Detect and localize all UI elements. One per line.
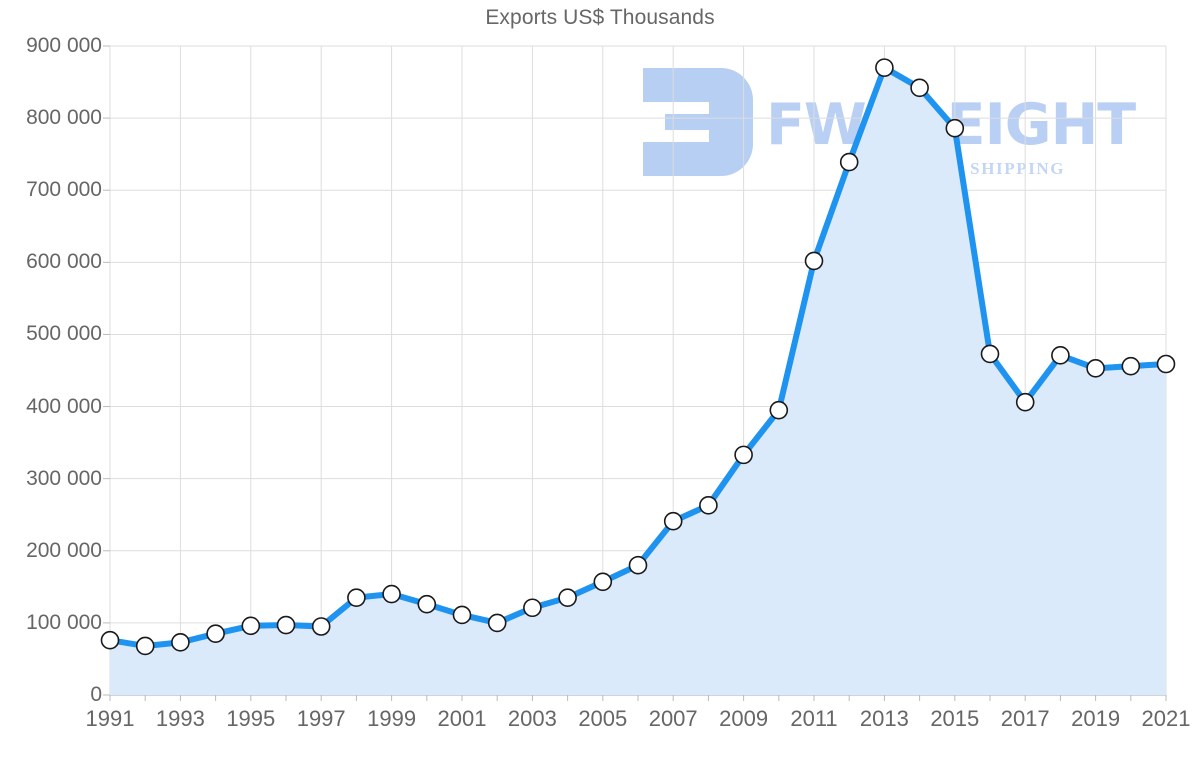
x-tick-label: 1999: [367, 706, 417, 731]
data-point-marker[interactable]: [910, 78, 929, 98]
y-tick-label: 200 000: [26, 538, 102, 562]
x-axis: 1991 1993 1995 1997 1999 2001 2003 2005 2007 2009…: [0, 706, 1200, 746]
area-fill: [110, 67, 1166, 695]
x-tick-label: 2021: [1141, 706, 1191, 731]
data-point-marker[interactable]: [171, 633, 190, 652]
data-point-marker[interactable]: [1015, 392, 1035, 412]
y-tick-label: 300 000: [26, 466, 102, 490]
y-tick-label: 400 000: [26, 394, 102, 418]
data-point-marker[interactable]: [1156, 354, 1176, 374]
data-point-marker[interactable]: [699, 496, 718, 515]
data-point-marker[interactable]: [875, 58, 894, 77]
data-point-marker[interactable]: [945, 118, 965, 138]
data-point-marker[interactable]: [628, 555, 648, 575]
data-point-markers: [100, 58, 1176, 656]
data-point-marker[interactable]: [311, 617, 331, 636]
data-point-marker[interactable]: [1121, 356, 1141, 376]
y-tick-label: 800 000: [26, 106, 102, 130]
y-tick-label: 0: [90, 683, 102, 706]
data-point-marker[interactable]: [980, 344, 1000, 364]
area-path: [110, 67, 1166, 695]
data-point-marker[interactable]: [347, 588, 366, 607]
x-tick-label: 2015: [930, 706, 980, 731]
data-point-marker[interactable]: [1086, 359, 1105, 378]
x-tick-label: 2017: [1000, 706, 1050, 731]
data-point-marker[interactable]: [276, 615, 296, 635]
y-tick-label: 700 000: [26, 178, 102, 202]
data-point-marker[interactable]: [804, 251, 824, 271]
y-tick-label: 100 000: [26, 610, 102, 634]
data-point-marker[interactable]: [241, 616, 261, 636]
x-tick-label: 2011: [790, 706, 838, 731]
y-tick-label: 600 000: [26, 250, 102, 274]
data-point-marker[interactable]: [1051, 346, 1070, 365]
x-tick-label: 2005: [578, 706, 628, 731]
x-tick-label: 2001: [437, 706, 487, 731]
x-tick-label: 1997: [296, 706, 346, 731]
data-point-marker[interactable]: [100, 630, 120, 650]
data-point-marker[interactable]: [523, 598, 542, 618]
x-tick-label: 2009: [719, 706, 769, 731]
y-axis: 0 100 000 200 000 300 000 400 000 500 000 600 …: [0, 0, 102, 763]
data-point-marker[interactable]: [839, 152, 859, 172]
x-tick-label: 1993: [155, 706, 205, 731]
x-tick-label: 2007: [648, 706, 698, 731]
data-point-marker[interactable]: [417, 594, 437, 614]
x-tick-label: 1995: [226, 706, 276, 731]
data-point-marker[interactable]: [593, 572, 613, 592]
data-point-marker[interactable]: [206, 624, 225, 644]
data-point-marker[interactable]: [558, 588, 577, 607]
data-point-marker[interactable]: [734, 445, 753, 465]
y-tick-label: 500 000: [26, 322, 102, 346]
data-point-marker[interactable]: [135, 636, 155, 656]
data-point-marker[interactable]: [663, 511, 683, 531]
x-tick-label: 2003: [507, 706, 557, 731]
y-tick-label: 900 000: [26, 34, 102, 57]
data-point-marker[interactable]: [452, 605, 472, 625]
chart-title: Exports US$ Thousands: [485, 6, 715, 29]
x-tick-label: 2019: [1071, 706, 1121, 731]
x-tick-label: 2013: [859, 706, 909, 731]
x-tick-label: 1991: [85, 706, 135, 731]
data-point-marker[interactable]: [769, 400, 789, 420]
data-point-marker[interactable]: [382, 584, 401, 604]
data-point-marker[interactable]: [487, 613, 507, 633]
